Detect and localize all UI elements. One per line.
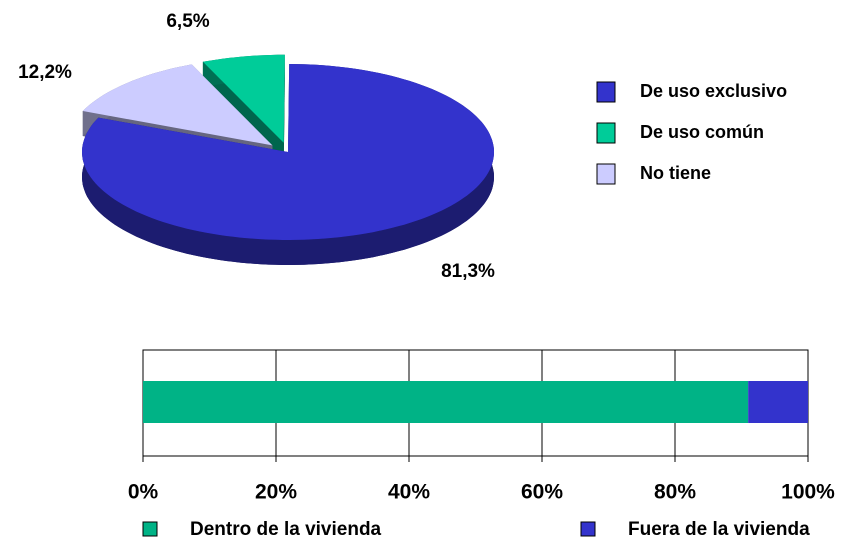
data-label: 6,5%: [166, 11, 209, 32]
pie-slice: [82, 64, 494, 240]
x-tick-label: 60%: [521, 481, 563, 504]
data-label: 81,3%: [441, 261, 495, 282]
legend-label: Dentro de la vivienda: [190, 519, 382, 540]
x-tick-label: 0%: [128, 481, 159, 504]
legend-label: Fuera de la vivienda: [628, 519, 810, 540]
legend-swatch: [596, 81, 616, 103]
pie-slice: [82, 64, 273, 146]
bar-segment: [748, 381, 808, 423]
pie-slice: [202, 54, 285, 143]
legend-swatch: [596, 122, 616, 144]
legend-label: De uso exclusivo: [640, 81, 787, 101]
x-tick-label: 20%: [255, 481, 297, 504]
x-tick-label: 80%: [654, 481, 696, 504]
legend-label: No tiene: [640, 163, 711, 183]
x-tick-label: 100%: [781, 481, 835, 504]
x-tick-label: 40%: [388, 481, 430, 504]
legend-swatch: [580, 521, 596, 537]
legend-label: De uso común: [640, 122, 764, 142]
legend-swatch: [142, 521, 158, 537]
pie-slice-side: [283, 54, 285, 168]
data-label: 12,2%: [18, 62, 72, 83]
bar-segment: [143, 381, 749, 423]
legend-swatch: [596, 163, 616, 185]
